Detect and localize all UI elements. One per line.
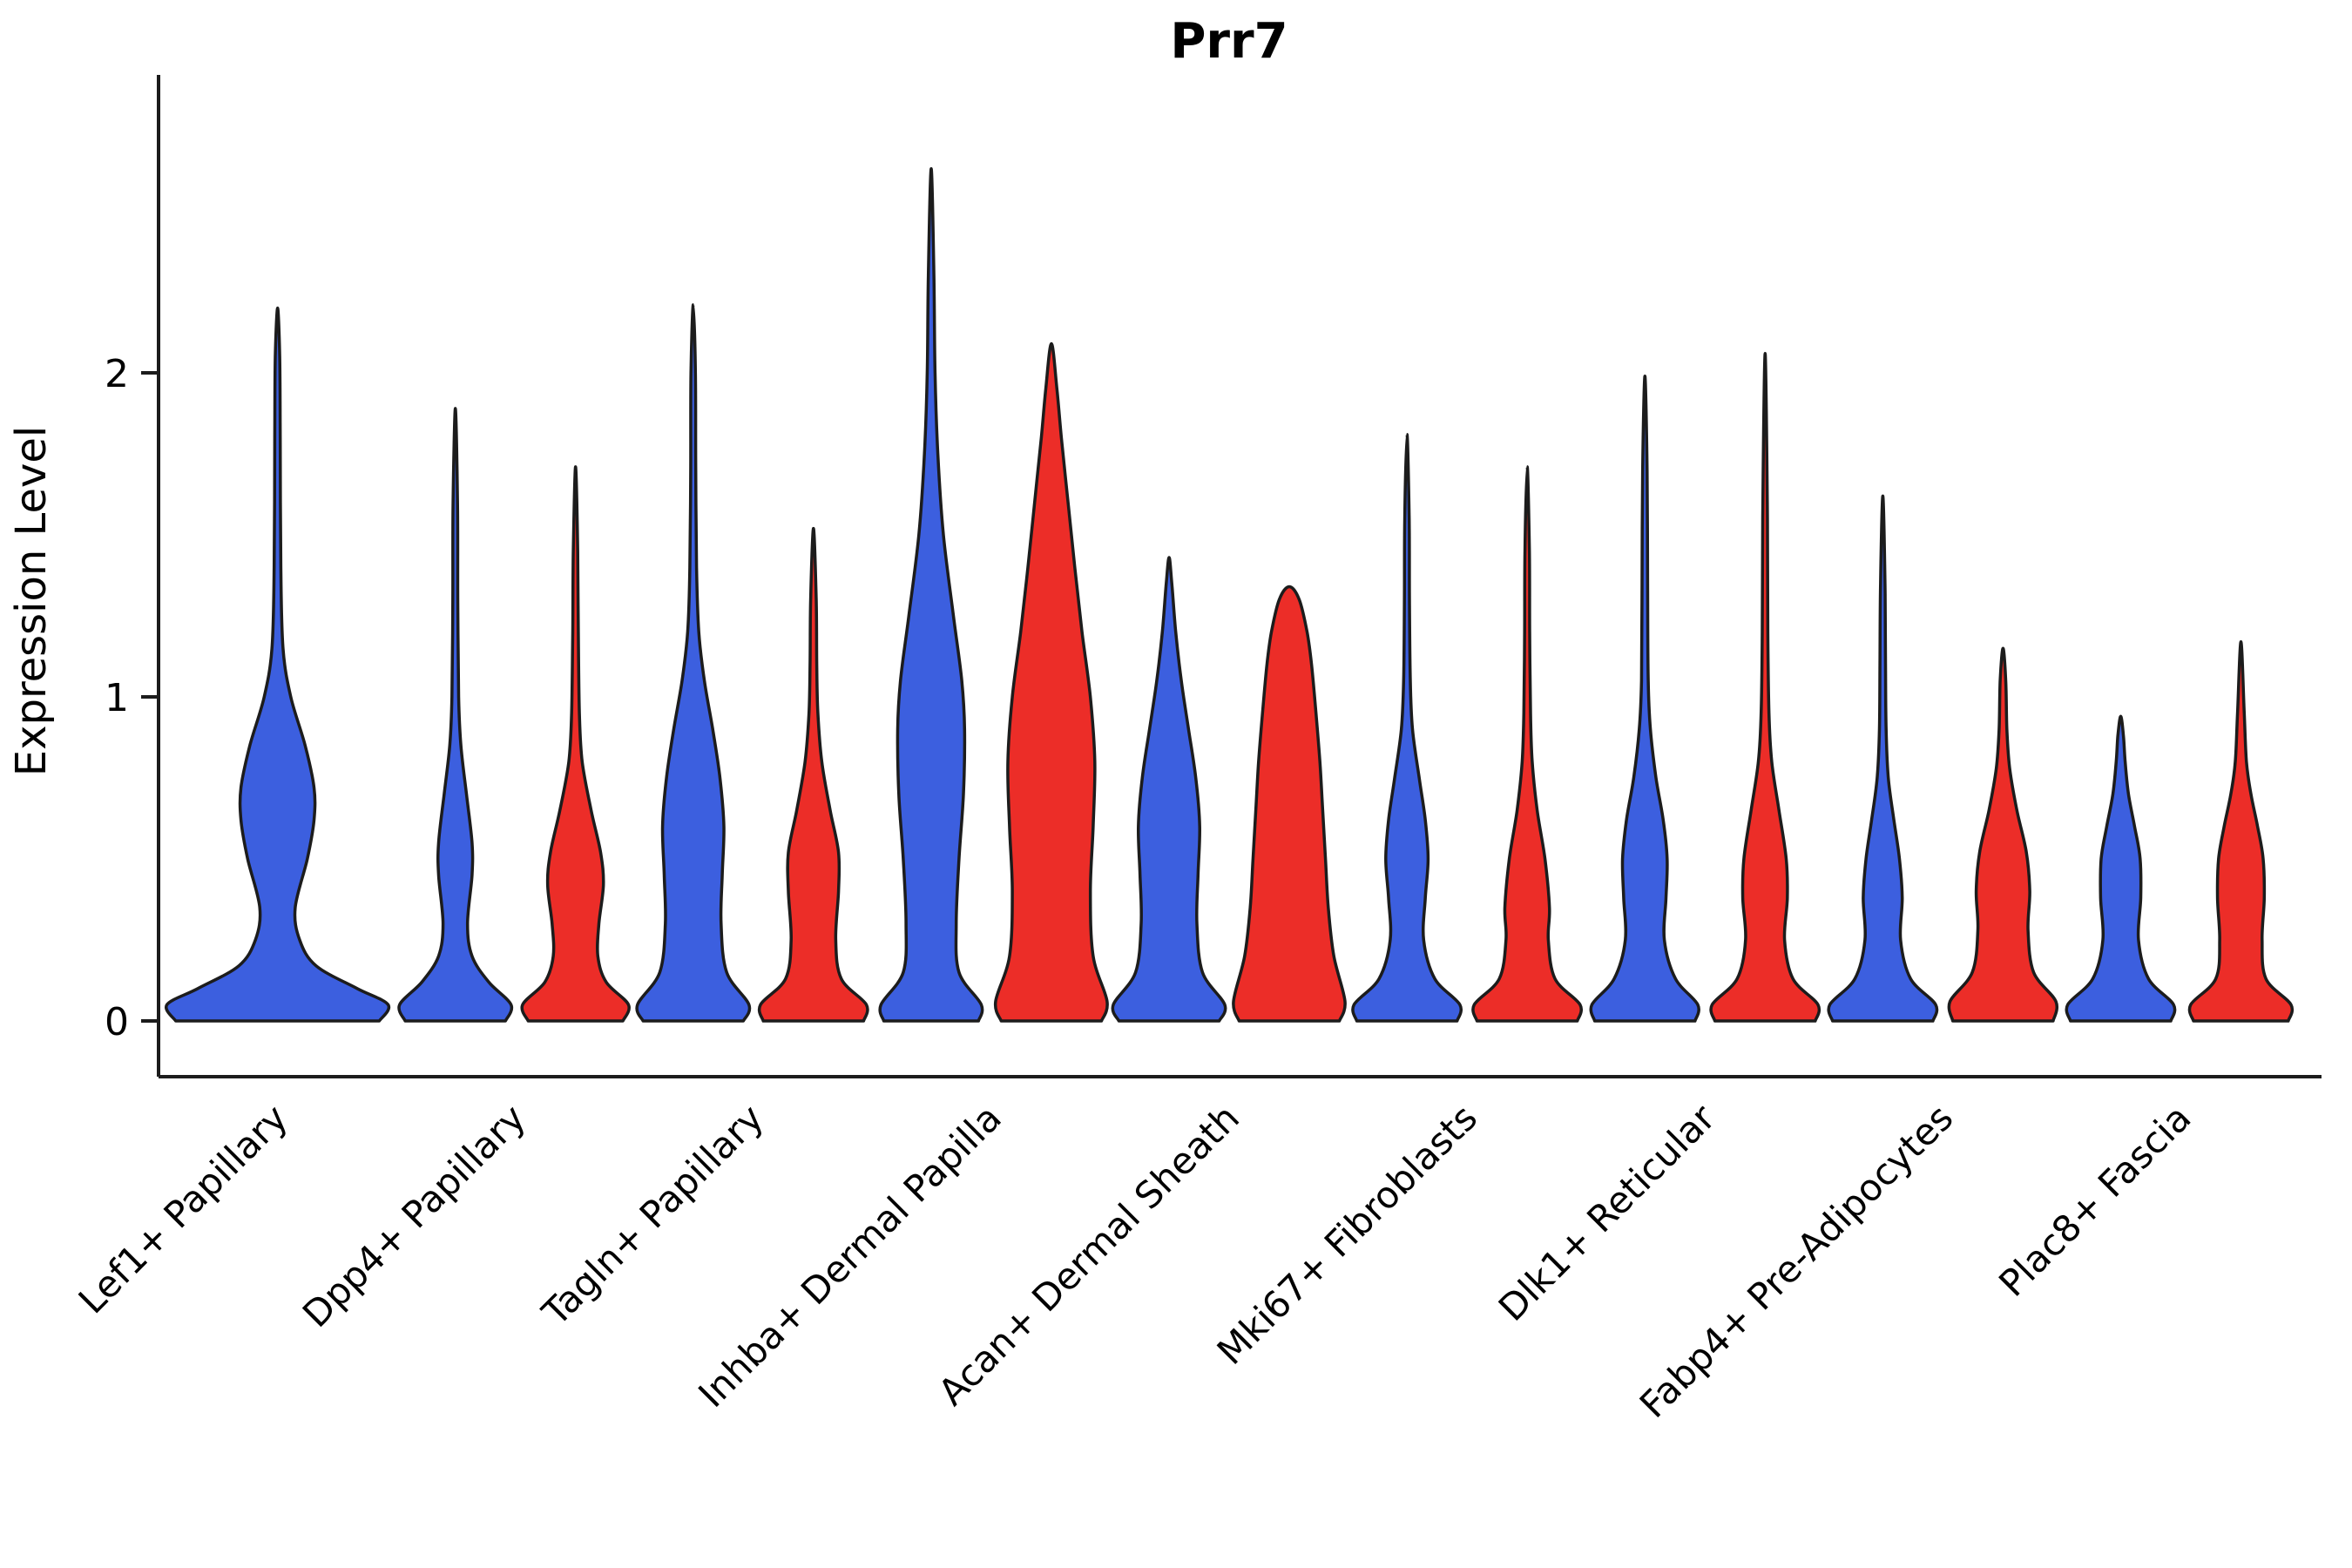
violin-plac8-fascia-blue [2065, 714, 2177, 1023]
violin-fabp4-pre-adipocytes-red [1947, 646, 2059, 1023]
violin-dpp4-papillary-blue [397, 407, 514, 1023]
violin-fabp4-pre-adipocytes-blue [1827, 494, 1939, 1023]
x-tick-label: Tagln+ Papillary [533, 1096, 771, 1334]
y-tick-label: 1 [105, 676, 129, 720]
x-tick-label: Mki67+ Fibroblasts [1209, 1096, 1485, 1372]
y-tick-label: 2 [105, 352, 129, 396]
violin-plac8-fascia-red [2187, 640, 2295, 1023]
chart-title: Prr7 [1170, 13, 1288, 70]
violins [164, 166, 2295, 1023]
x-tick-label: Lef1+ Papillary [71, 1096, 296, 1321]
violin-tagln-papillary-blue [635, 303, 752, 1023]
y-tick-label: 0 [105, 1000, 129, 1044]
violin-dpp4-papillary-red [520, 465, 631, 1023]
axes: 0 1 2 [105, 75, 2322, 1078]
y-axis-label: Expression Level [7, 426, 56, 777]
violin-lef1-papillary-blue [164, 306, 391, 1023]
violin-acan-dermal-sheath-red [1232, 585, 1347, 1023]
violin-acan-dermal-sheath-blue [1111, 556, 1227, 1023]
x-tick-label: Plac8+ Fascia [1990, 1096, 2199, 1304]
x-tick-label: Dlk1+ Reticular [1490, 1096, 1724, 1329]
violin-inhba-dermal-papilla-red [993, 341, 1109, 1023]
violin-mki67-fibroblasts-red [1471, 465, 1584, 1023]
violin-dlk1-reticular-red [1709, 351, 1821, 1023]
violin-dlk1-reticular-blue [1589, 374, 1700, 1023]
violin-tagln-papillary-red [757, 526, 869, 1023]
violin-mki67-fibroblasts-blue [1351, 432, 1463, 1023]
x-tick-label: Dpp4+ Papillary [294, 1096, 534, 1335]
violin-inhba-dermal-papilla-blue [878, 166, 984, 1023]
